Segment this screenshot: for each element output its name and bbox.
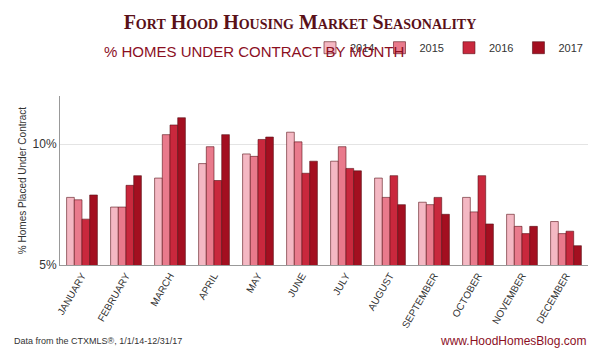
svg-text:www.HoodHomesBlog.com: www.HoodHomesBlog.com (440, 334, 586, 348)
svg-text:10%: 10% (33, 137, 57, 151)
svg-text:JANUARY: JANUARY (55, 271, 88, 317)
svg-text:% Homes Placed Under Contract: % Homes Placed Under Contract (17, 107, 28, 255)
svg-text:2017: 2017 (558, 42, 582, 54)
svg-text:APRIL: APRIL (196, 271, 220, 302)
svg-text:AUGUST: AUGUST (366, 271, 396, 313)
svg-text:OCTOBER: OCTOBER (450, 271, 484, 319)
svg-text:% HOMES UNDER CONTRACT BY MONT: % HOMES UNDER CONTRACT BY MONTH (104, 43, 404, 60)
svg-text:MAY: MAY (244, 271, 264, 295)
svg-text:SEPTEMBER: SEPTEMBER (400, 271, 440, 330)
svg-text:5%: 5% (39, 258, 57, 272)
svg-text:2015: 2015 (419, 42, 443, 54)
svg-text:Data from the CTXMLS®, 1/1/14-: Data from the CTXMLS®, 1/1/14-12/31/17 (14, 336, 182, 346)
svg-text:JUNE: JUNE (285, 271, 308, 299)
svg-text:DECEMBER: DECEMBER (534, 271, 572, 326)
svg-text:2016: 2016 (489, 42, 513, 54)
svg-text:NOVEMBER: NOVEMBER (490, 271, 528, 326)
svg-text:JULY: JULY (331, 271, 353, 297)
svg-text:FEBRUARY: FEBRUARY (95, 271, 132, 324)
svg-text:MARCH: MARCH (148, 271, 176, 308)
svg-text:2014: 2014 (350, 42, 374, 54)
svg-text:Fort Hood Housing Market Seaso: Fort Hood Housing Market Seasonality (124, 11, 477, 33)
